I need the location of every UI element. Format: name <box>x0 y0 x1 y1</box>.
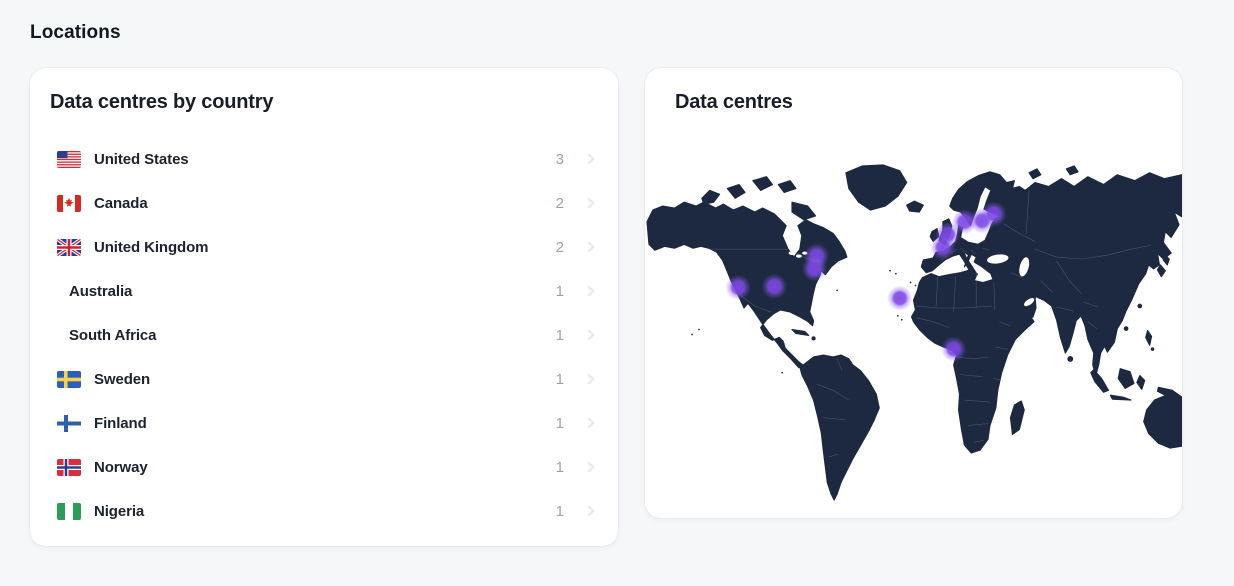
gb-flag-icon <box>57 238 81 256</box>
country-label: Nigeria <box>94 502 145 520</box>
country-label: Finland <box>94 414 147 432</box>
chevron-right-icon <box>584 196 598 210</box>
country-label: United States <box>94 150 189 168</box>
data-centres-map-card: Data centres <box>645 68 1182 518</box>
chevron-right-icon <box>584 460 598 474</box>
data-centre-count: 2 <box>555 238 564 256</box>
data-centres-by-country-card: Data centres by country United States 3 C… <box>30 68 618 546</box>
chevron-right-icon <box>584 152 598 166</box>
country-row[interactable]: Finland 1 <box>30 401 618 445</box>
data-centre-count: 1 <box>555 326 564 344</box>
country-label: Norway <box>94 458 148 476</box>
ng-flag-icon <box>57 502 81 520</box>
data-centre-count: 3 <box>555 150 564 168</box>
chevron-right-icon <box>584 372 598 386</box>
chevron-right-icon <box>584 284 598 298</box>
data-centre-marker[interactable] <box>887 285 913 311</box>
map-land <box>646 164 1182 501</box>
map-card-title: Data centres <box>675 91 793 113</box>
country-label: Australia <box>69 282 133 300</box>
map-borders <box>705 190 1151 458</box>
data-centre-marker[interactable] <box>930 234 956 260</box>
country-row[interactable]: Australia 1 <box>30 269 618 313</box>
country-label: South Africa <box>69 326 157 344</box>
chevron-right-icon <box>584 328 598 342</box>
country-row[interactable]: Norway 1 <box>30 445 618 489</box>
data-centre-count: 1 <box>555 370 564 388</box>
country-list: United States 3 Canada 2 United Kingdom 2 Au… <box>30 137 618 533</box>
data-centre-markers <box>725 201 1007 362</box>
us-flag-icon <box>57 150 81 168</box>
country-label: Sweden <box>94 370 151 388</box>
country-label: Canada <box>94 194 148 212</box>
cards-row: Data centres by country United States 3 C… <box>30 68 1204 546</box>
country-row[interactable]: Nigeria 1 <box>30 489 618 533</box>
countries-card-title: Data centres by country <box>50 91 274 113</box>
data-centre-count: 2 <box>555 194 564 212</box>
country-row[interactable]: United Kingdom 2 <box>30 225 618 269</box>
country-label: United Kingdom <box>94 238 209 256</box>
data-centre-marker[interactable] <box>725 274 751 301</box>
chevron-right-icon <box>584 504 598 518</box>
data-centre-marker[interactable] <box>981 201 1007 227</box>
locations-page: Locations Data centres by country United… <box>30 22 1204 546</box>
page-title: Locations <box>30 22 121 43</box>
country-row[interactable]: Sweden 1 <box>30 357 618 401</box>
ca-flag-icon <box>57 194 81 212</box>
data-centre-marker[interactable] <box>761 273 788 300</box>
no-flag-icon <box>57 458 81 476</box>
data-centre-marker[interactable] <box>801 256 828 282</box>
chevron-right-icon <box>584 240 598 254</box>
world-map <box>646 164 1182 501</box>
country-row[interactable]: South Africa 1 <box>30 313 618 357</box>
data-centre-count: 1 <box>555 414 564 432</box>
fi-flag-icon <box>57 414 81 432</box>
country-row[interactable]: Canada 2 <box>30 181 618 225</box>
country-row[interactable]: United States 3 <box>30 137 618 181</box>
chevron-right-icon <box>584 416 598 430</box>
data-centre-count: 1 <box>555 282 564 300</box>
data-centre-count: 1 <box>555 502 564 520</box>
data-centre-marker[interactable] <box>940 336 967 362</box>
se-flag-icon <box>57 370 81 388</box>
data-centre-count: 1 <box>555 458 564 476</box>
